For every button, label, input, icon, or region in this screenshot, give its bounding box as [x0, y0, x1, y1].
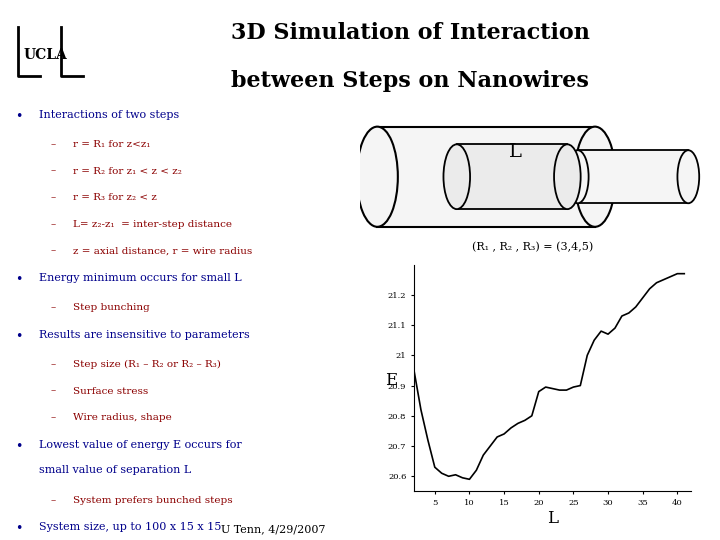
X-axis label: L: L — [547, 510, 558, 527]
Ellipse shape — [444, 144, 470, 209]
Text: System size, up to 100 x 15 x 15: System size, up to 100 x 15 x 15 — [39, 522, 221, 532]
Text: •: • — [15, 110, 22, 123]
Text: –: – — [51, 303, 56, 312]
Bar — [377, 127, 595, 227]
Text: Results are insensitive to parameters: Results are insensitive to parameters — [39, 330, 250, 340]
Text: •: • — [15, 440, 22, 453]
Text: –: – — [51, 413, 56, 422]
Text: r = R₃ for z₂ < z: r = R₃ for z₂ < z — [73, 193, 156, 202]
Text: –: – — [51, 387, 56, 396]
Bar — [577, 150, 688, 203]
Text: Interactions of two steps: Interactions of two steps — [39, 110, 179, 120]
Text: –: – — [51, 193, 56, 202]
Text: –: – — [51, 246, 56, 255]
Text: •: • — [15, 273, 22, 286]
Text: –: – — [51, 220, 56, 229]
Text: Surface stress: Surface stress — [73, 387, 148, 396]
Ellipse shape — [567, 150, 589, 203]
Text: small value of separation L: small value of separation L — [39, 465, 191, 475]
Text: Lowest value of energy E occurs for: Lowest value of energy E occurs for — [39, 440, 242, 450]
Text: r = R₁ for z<z₁: r = R₁ for z<z₁ — [73, 140, 150, 149]
Text: –: – — [51, 140, 56, 149]
Text: Wire radius, shape: Wire radius, shape — [73, 413, 171, 422]
Text: –: – — [51, 496, 56, 505]
Text: E: E — [384, 372, 397, 389]
Text: •: • — [15, 330, 22, 343]
Ellipse shape — [678, 150, 699, 203]
Text: Step size (R₁ – R₂ or R₂ – R₃): Step size (R₁ – R₂ or R₂ – R₃) — [73, 360, 220, 369]
Text: U Tenn, 4/29/2007: U Tenn, 4/29/2007 — [221, 524, 326, 535]
Text: L= z₂-z₁  = inter-step distance: L= z₂-z₁ = inter-step distance — [73, 220, 232, 229]
Text: •: • — [15, 522, 22, 535]
Text: 3D Simulation of Interaction: 3D Simulation of Interaction — [231, 22, 590, 44]
Text: L: L — [509, 143, 522, 161]
Text: UCLA: UCLA — [23, 49, 67, 62]
Text: between Steps on Nanowires: between Steps on Nanowires — [231, 70, 590, 92]
Bar — [456, 144, 567, 209]
Text: Energy minimum occurs for small L: Energy minimum occurs for small L — [39, 273, 241, 283]
Text: Step bunching: Step bunching — [73, 303, 149, 312]
Text: (R₁ , R₂ , R₃) = (3,4,5): (R₁ , R₂ , R₃) = (3,4,5) — [472, 241, 593, 252]
Text: r = R₂ for z₁ < z < z₂: r = R₂ for z₁ < z < z₂ — [73, 167, 181, 176]
Ellipse shape — [356, 127, 398, 227]
Ellipse shape — [554, 144, 580, 209]
Ellipse shape — [575, 127, 616, 227]
Text: z = axial distance, r = wire radius: z = axial distance, r = wire radius — [73, 246, 252, 255]
Text: System prefers bunched steps: System prefers bunched steps — [73, 496, 232, 505]
Text: –: – — [51, 167, 56, 176]
Text: –: – — [51, 360, 56, 369]
